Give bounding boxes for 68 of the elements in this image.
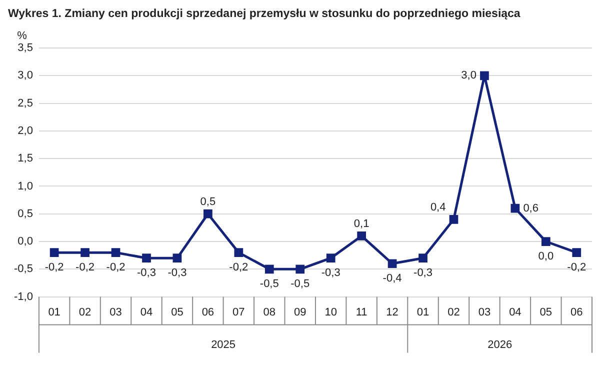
point xyxy=(449,214,458,224)
data-label: -0,3 xyxy=(137,267,156,280)
data-label: 0,1 xyxy=(354,218,370,230)
data-label: -0,2 xyxy=(106,262,126,274)
point xyxy=(80,248,90,257)
point xyxy=(418,254,428,263)
data-label: -0,3 xyxy=(168,267,187,280)
y-tick-label: 0,5 xyxy=(18,208,33,220)
data-label: 0,0 xyxy=(538,250,554,263)
x-tick-label: 01 xyxy=(416,306,430,318)
x-tick-label: 03 xyxy=(478,306,491,318)
y-tick-label: 2,0 xyxy=(18,124,33,137)
y-tick-label: 3,0 xyxy=(18,70,33,82)
x-tick-label: 02 xyxy=(448,306,460,318)
data-label: -0,2 xyxy=(567,262,586,274)
y-tick-label: -1,0 xyxy=(14,290,33,303)
x-tick-label: 07 xyxy=(232,306,245,318)
y-tick-label: 1,0 xyxy=(18,180,33,192)
point xyxy=(142,254,151,263)
data-label: 3,0 xyxy=(461,70,476,82)
point xyxy=(510,204,520,213)
x-tick-label: 06 xyxy=(570,306,583,318)
point xyxy=(326,254,336,263)
data-label: -0,3 xyxy=(414,267,432,280)
data-label: -0,3 xyxy=(321,267,340,280)
x-tick-label: 05 xyxy=(540,306,552,318)
data-label: -0,4 xyxy=(382,272,402,285)
x-tick-label: 12 xyxy=(386,306,398,318)
x-tick-label: 06 xyxy=(202,306,214,318)
x-tick-label: 01 xyxy=(48,306,60,318)
point xyxy=(388,259,397,268)
text: 2026 xyxy=(488,338,512,351)
point xyxy=(541,237,550,246)
data-label: 0,4 xyxy=(430,201,446,214)
point xyxy=(572,248,582,257)
data-label: -0,5 xyxy=(290,278,310,290)
y-tick-label: 1,5 xyxy=(18,152,33,165)
point xyxy=(296,264,305,274)
chart-title: Wykres 1. Zmiany cen produkcji sprzedanej przemysłu w stosunku do poprzedniego miesiąca xyxy=(8,8,522,20)
x-tick-label: 04 xyxy=(140,306,153,318)
x-tick-label: 02 xyxy=(78,306,92,318)
y-axis-title: % xyxy=(17,30,28,42)
data-label: -0,2 xyxy=(229,262,248,274)
point xyxy=(357,232,366,240)
point xyxy=(50,248,59,257)
point xyxy=(480,71,489,80)
point xyxy=(172,254,182,263)
y-tick-label: -0,5 xyxy=(14,263,33,276)
x-tick-label: 11 xyxy=(356,306,368,318)
data-label: 0,5 xyxy=(200,196,216,208)
point xyxy=(234,248,244,257)
y-tick-label: 0,0 xyxy=(18,236,33,248)
x-tick-label: 05 xyxy=(171,306,184,318)
x-tick-label: 03 xyxy=(110,306,122,318)
x-tick-label: 08 xyxy=(263,306,276,318)
data-label: -0,2 xyxy=(44,262,64,274)
point xyxy=(264,264,274,274)
x-tick-label: 09 xyxy=(294,306,306,318)
y-tick-label: 3,5 xyxy=(18,42,33,54)
point xyxy=(204,209,212,218)
data-label: -0,5 xyxy=(260,278,279,290)
point xyxy=(111,248,120,257)
data-label: 0,6 xyxy=(523,202,538,214)
data-label: -0,2 xyxy=(76,262,95,274)
x-tick-label: 10 xyxy=(324,306,337,318)
x-tick-label: 04 xyxy=(509,306,522,318)
y-tick-label: 2,5 xyxy=(18,97,33,110)
text: 2025 xyxy=(211,338,236,351)
